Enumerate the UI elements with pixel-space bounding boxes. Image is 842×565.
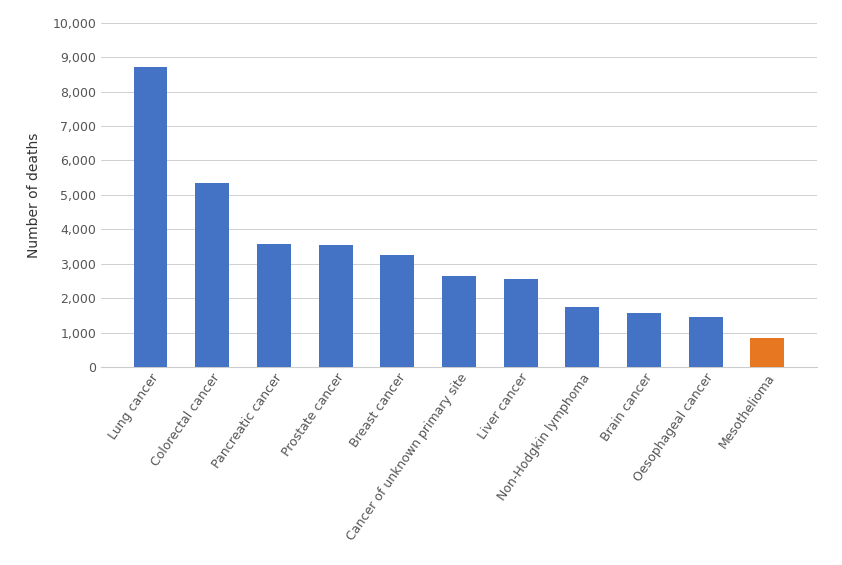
- Bar: [134, 67, 168, 367]
- Bar: [627, 314, 661, 367]
- Bar: [257, 244, 290, 367]
- Bar: [442, 276, 476, 367]
- Bar: [318, 245, 353, 367]
- Bar: [565, 307, 600, 367]
- Bar: [195, 183, 229, 367]
- Bar: [381, 255, 414, 367]
- Y-axis label: Number of deaths: Number of deaths: [27, 132, 41, 258]
- Bar: [504, 279, 537, 367]
- Bar: [689, 318, 722, 367]
- Bar: [750, 338, 784, 367]
